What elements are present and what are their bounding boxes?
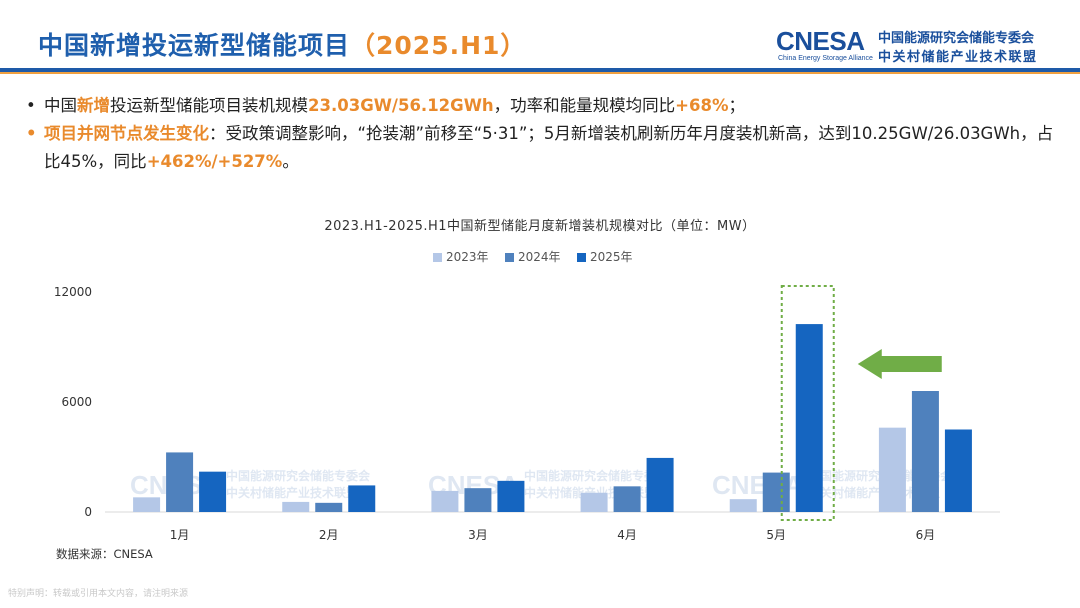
slide-header: 中国新增投运新型储能项目（2025.H1） CNESA China Energy…: [0, 0, 1080, 74]
bullet-1-highlight-new: 新增: [77, 96, 110, 115]
bar-2023年-5月: [729, 499, 757, 512]
legend-swatch-2023年: [433, 253, 442, 262]
chart-svg: 2023.H1-2025.H1中国新型储能月度新增装机规模对比（单位：MW） 20…: [54, 218, 1000, 542]
bullet-1-text-c: ，功率和能量规模均同比: [493, 96, 676, 115]
bullet-1: • 中国新增投运新型储能项目装机规模23.03GW/56.12GWh，功率和能量…: [22, 92, 1062, 120]
bar-2025年-1月: [199, 471, 227, 512]
bullet-1-text-b: 投运新型储能项目装机规模: [110, 96, 308, 115]
x-tick-label: 1月: [170, 528, 190, 542]
arrow-left-icon: [857, 349, 942, 379]
highlight-box-may: [780, 285, 835, 521]
y-tick-label: 6000: [61, 395, 92, 409]
bullet-dot: •: [26, 96, 36, 115]
logo-cn-line1: 中国能源研究会储能专委会: [878, 31, 1035, 46]
bullet-1-text-d: ；: [728, 96, 745, 115]
bullet-dot: •: [26, 124, 37, 143]
bullet-1-text-a: 中国: [44, 96, 77, 115]
x-tick-label: 5月: [766, 528, 786, 542]
data-source: 数据来源：CNESA: [56, 547, 153, 561]
legend-label-2024年: 2024年: [518, 250, 561, 264]
x-tick-label: 6月: [916, 528, 936, 542]
bar-2024年-5月: [762, 472, 790, 512]
slide-title: 中国新增投运新型储能项目（2025.H1）: [38, 26, 526, 62]
bullet-list: • 中国新增投运新型储能项目装机规模23.03GW/56.12GWh，功率和能量…: [22, 92, 1062, 176]
bar-2025年-2月: [348, 485, 376, 512]
logo-cn-line2: 中关村储能产业技术联盟: [878, 50, 1038, 65]
bar-chart: 2023.H1-2025.H1中国新型储能月度新增装机规模对比（单位：MW） 20…: [0, 200, 1080, 580]
bullet-2-text-a: ：受政策调整影响，“抢装潮”前移至“5·31”；5月新增装机刷新历年月度装机新高…: [44, 124, 1054, 171]
x-tick-label: 3月: [468, 528, 488, 542]
header-rule-orange: [0, 72, 1080, 74]
bar-2025年-3月: [497, 480, 525, 512]
title-main: 中国新增投运新型储能项目: [38, 31, 351, 60]
title-period: （2025.H1）: [350, 31, 527, 60]
bar-2025年-5月: [795, 324, 823, 512]
bullet-2-text-b: 。: [282, 152, 299, 171]
bar-2023年-1月: [133, 497, 161, 512]
disclaimer: 特别声明：转载或引用本文内容，请注明来源: [8, 589, 189, 599]
legend-label-2023年: 2023年: [446, 250, 489, 264]
bar-2024年-1月: [166, 452, 194, 512]
legend-swatch-2025年: [577, 253, 586, 262]
bullet-1-highlight-capacity: 23.03GW/56.12GWh: [308, 96, 494, 115]
bullet-2-highlight-yoy: +462%/+527%: [146, 152, 283, 171]
legend-swatch-2024年: [505, 253, 514, 262]
bar-2024年-6月: [911, 391, 939, 512]
bar-2024年-4月: [613, 486, 641, 512]
chart-title: 2023.H1-2025.H1中国新型储能月度新增装机规模对比（单位：MW）: [324, 218, 755, 234]
bullet-2-highlight-topic: 项目并网节点发生变化: [44, 124, 209, 143]
header-rule-blue: [0, 68, 1080, 72]
logo-wordmark: CNESA: [776, 26, 865, 56]
y-tick-label: 12000: [54, 285, 92, 299]
bar-2024年-3月: [464, 488, 492, 512]
y-tick-label: 0: [84, 505, 92, 519]
bar-2023年-3月: [431, 490, 459, 512]
logo-subtitle: China Energy Storage Alliance: [778, 55, 873, 62]
bar-2023年-4月: [580, 492, 608, 512]
x-tick-label: 2月: [319, 528, 339, 542]
bar-2023年-6月: [878, 427, 906, 512]
x-tick-label: 4月: [617, 528, 637, 542]
bar-2023年-2月: [282, 501, 310, 512]
bar-2025年-4月: [646, 457, 674, 512]
legend-label-2025年: 2025年: [590, 250, 633, 264]
bar-2024年-2月: [315, 502, 343, 512]
bullet-2: • 项目并网节点发生变化：受政策调整影响，“抢装潮”前移至“5·31”；5月新增…: [22, 120, 1062, 176]
bar-2025年-6月: [944, 429, 972, 512]
bullet-1-highlight-yoy: +68%: [675, 96, 729, 115]
